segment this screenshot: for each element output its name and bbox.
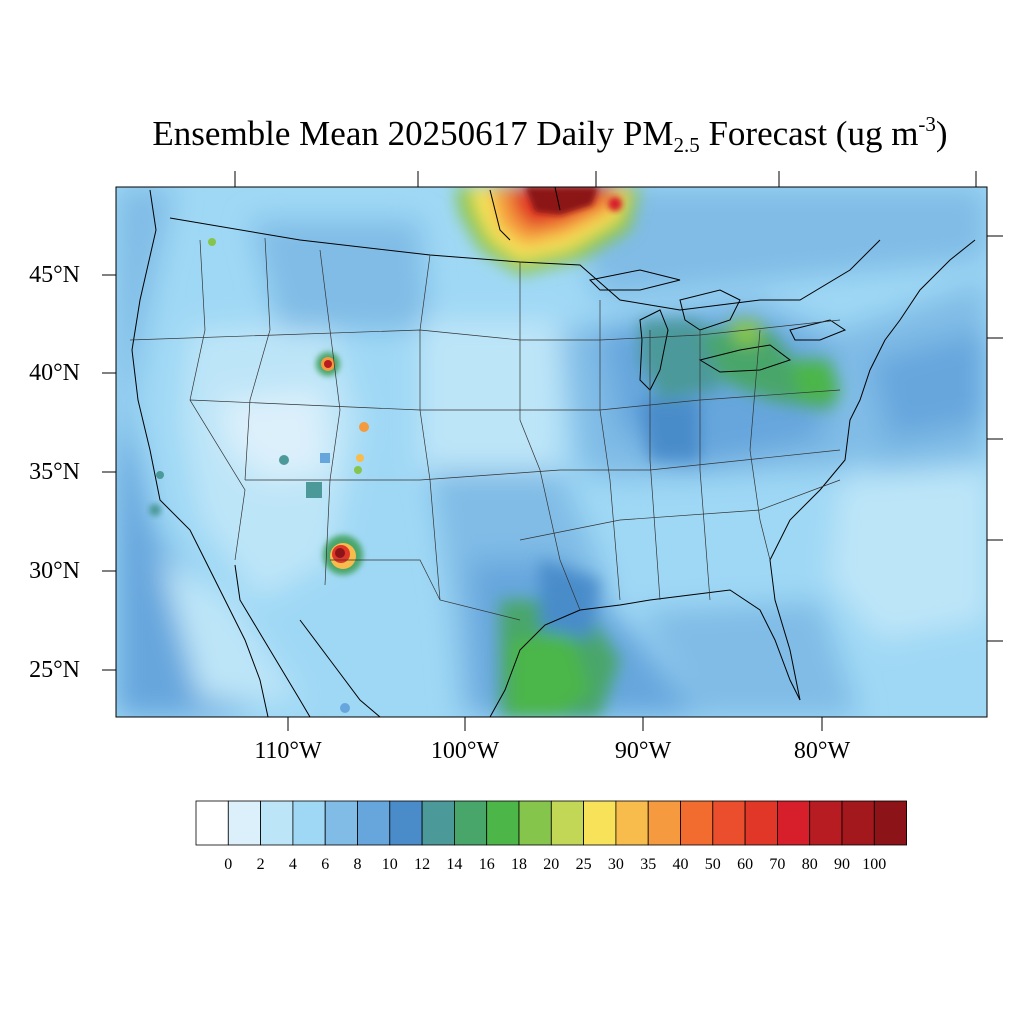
colorbar-swatch — [389, 800, 423, 846]
lon-label-100w: 100°W — [430, 738, 500, 764]
colorbar-swatch — [357, 800, 391, 846]
colorbar-swatch — [550, 800, 584, 846]
colorbar-tick-label: 60 — [737, 856, 754, 873]
colorbar-tick-label: 40 — [672, 856, 689, 873]
colorbar-swatch — [615, 800, 649, 846]
title-subscript: 2.5 — [673, 133, 700, 157]
lat-label-35: 35°N — [29, 459, 80, 485]
colorbar-tick-label: 50 — [704, 856, 721, 873]
colorbar-swatch — [453, 800, 488, 846]
title-text-close: ) — [935, 114, 948, 153]
colorbar-tick-label: 20 — [543, 856, 560, 873]
colorado-fire-hotspots — [279, 422, 369, 498]
colorbar-swatch — [227, 800, 262, 846]
coastlines-and-borders — [131, 187, 976, 717]
lat-label-30: 30°N — [29, 558, 80, 584]
colorbar-swatch — [486, 800, 520, 846]
colorbar-tick-label: 0 — [224, 856, 233, 873]
washington-hotspot — [208, 238, 216, 246]
colorbar-swatch — [744, 800, 778, 846]
colorbar-tick-label: 100 — [862, 856, 887, 873]
title-text-after: Forecast (ug m — [699, 114, 919, 153]
colorbar-swatch — [647, 800, 681, 846]
colorbar — [195, 800, 907, 846]
colorbar-tick-label: 80 — [801, 856, 818, 873]
page-title: Ensemble Mean 20250617 Daily PM2.5 Forec… — [0, 112, 1024, 156]
axis-ticks — [102, 171, 1003, 731]
pm25-field — [116, 187, 987, 717]
colorbar-swatch — [680, 800, 714, 846]
colorbar-tick-label: 4 — [288, 856, 297, 873]
colorbar-tick-label: 8 — [353, 856, 362, 873]
colorbar-swatch — [777, 800, 811, 846]
colorbar-tick-label: 18 — [511, 856, 527, 873]
colorbar-swatch — [518, 800, 552, 846]
colorbar-swatch — [292, 800, 326, 846]
colorbar-swatch — [324, 800, 358, 846]
colorbar-tick-label: 12 — [414, 856, 431, 873]
colorbar-swatch — [712, 800, 746, 846]
wyoming-fire-hotspot — [316, 352, 340, 376]
title-text: Ensemble Mean 20250617 Daily PM — [152, 114, 674, 153]
california-hotspot — [156, 471, 164, 479]
new-mexico-fire-hotspot — [323, 535, 363, 575]
map-frame — [115, 186, 988, 718]
colorbar-tick-label: 2 — [256, 856, 265, 873]
lon-label-90w: 90°W — [614, 738, 672, 764]
colorbar-tick-label: 6 — [321, 856, 330, 873]
socal-hotspot — [149, 504, 161, 516]
colorbar-swatch — [260, 800, 294, 846]
colorbar-swatch — [873, 800, 907, 846]
lon-label-80w: 80°W — [793, 738, 851, 764]
title-superscript: -3 — [918, 112, 936, 136]
colorbar-swatch — [195, 800, 229, 846]
lat-label-25: 25°N — [29, 657, 80, 683]
state-boundaries — [129, 237, 841, 621]
colorbar-tick-label: 14 — [446, 856, 463, 873]
colorbar-tick-label: 30 — [607, 856, 624, 873]
gulf-coast-elevated — [500, 560, 620, 717]
lon-label-110w: 110°W — [254, 738, 322, 764]
colorbar-tick-label: 35 — [640, 856, 657, 873]
lat-label-45: 45°N — [29, 262, 80, 288]
colorbar-swatch — [841, 800, 875, 846]
canadian-smoke-plume — [455, 187, 640, 275]
colorbar-swatch — [809, 800, 843, 846]
colorbar-tick-label: 70 — [769, 856, 786, 873]
colorbar-tick-label: 90 — [834, 856, 850, 873]
colorbar-swatch — [583, 800, 617, 846]
colorbar-tick-label: 10 — [381, 856, 398, 873]
mexico-hotspot — [340, 703, 350, 713]
colorbar-swatch — [421, 800, 455, 846]
colorbar-tick-label: 25 — [575, 856, 592, 873]
lat-label-40: 40°N — [29, 360, 80, 386]
colorbar-tick-label: 16 — [478, 856, 495, 873]
